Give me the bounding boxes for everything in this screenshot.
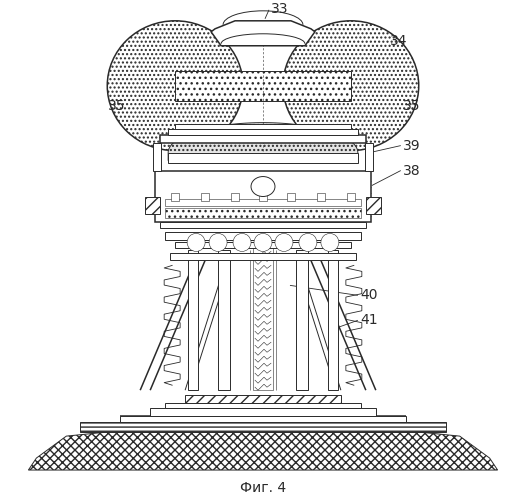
Bar [155,170,371,222]
Bar [231,192,239,200]
Ellipse shape [233,234,251,252]
Text: 35: 35 [403,98,420,112]
Text: 33: 33 [271,2,288,16]
Bar [218,250,230,390]
Bar [160,134,366,142]
Bar [287,192,295,200]
Bar [365,142,373,171]
Bar [165,232,361,240]
Ellipse shape [187,234,205,252]
Bar [347,192,355,200]
Bar [185,395,341,403]
Text: Фиг. 4: Фиг. 4 [240,481,286,495]
Bar [168,128,358,134]
Bar [150,408,376,416]
Bar [366,196,381,214]
Text: 39: 39 [403,138,420,152]
Bar [168,152,358,162]
Bar [317,192,325,200]
Bar [165,208,361,218]
Bar [253,246,273,390]
Bar [201,192,209,200]
Text: 38: 38 [403,164,420,177]
Ellipse shape [254,234,272,252]
Bar [259,192,267,200]
Ellipse shape [251,176,275,197]
Text: 35: 35 [108,98,125,112]
Text: 40: 40 [360,288,377,302]
Bar [170,254,356,260]
Bar [175,242,351,248]
Bar [165,403,361,408]
Ellipse shape [107,21,243,150]
Bar [165,198,361,206]
Bar [175,124,351,128]
Bar [80,422,446,432]
Bar [296,250,308,390]
Text: 34: 34 [390,34,407,48]
Polygon shape [168,122,358,160]
Text: 41: 41 [360,314,378,328]
Bar [160,222,366,228]
Ellipse shape [299,234,317,252]
Bar [328,250,338,390]
Bar [145,196,160,214]
Bar [188,250,198,390]
Ellipse shape [321,234,339,252]
Bar [175,70,351,101]
Bar [153,142,161,171]
Bar [171,192,179,200]
Ellipse shape [275,234,293,252]
Polygon shape [211,21,315,46]
Polygon shape [28,432,498,470]
Ellipse shape [283,21,419,150]
Ellipse shape [209,234,227,252]
Bar [120,416,406,422]
